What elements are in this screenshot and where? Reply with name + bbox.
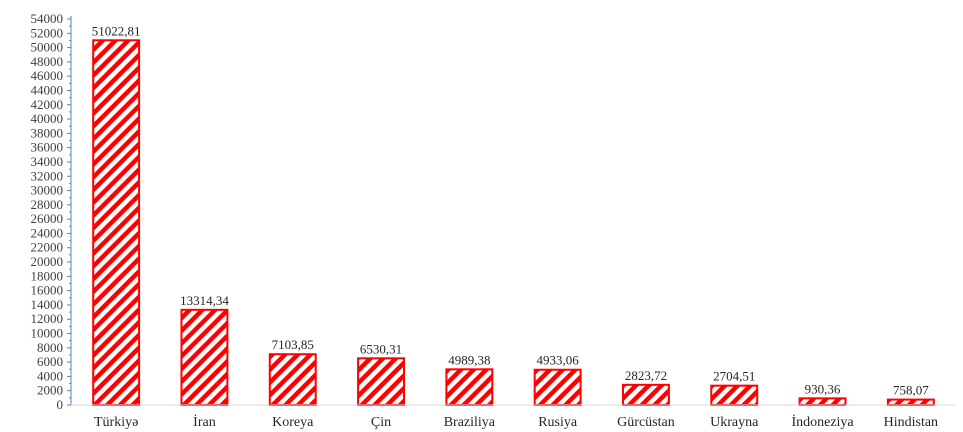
- category-label: İran: [193, 414, 216, 430]
- y-tick-label: 28000: [31, 197, 64, 212]
- category-label: Gürcüstan: [617, 415, 675, 430]
- data-label: 6530,31: [360, 341, 402, 356]
- category-label: Koreya: [272, 415, 314, 430]
- y-tick-label: 16000: [31, 283, 64, 298]
- bar: [798, 397, 847, 406]
- y-tick-label: 4000: [37, 368, 63, 383]
- bar: [268, 353, 317, 407]
- y-tick-label: 6000: [37, 354, 63, 369]
- y-tick-label: 44000: [31, 82, 64, 97]
- category-label: Çin: [371, 415, 391, 430]
- data-label: 758,07: [893, 383, 929, 398]
- category-label: Türkiyə: [94, 415, 138, 430]
- y-tick-label: 40000: [31, 111, 64, 126]
- y-tick-label: 8000: [37, 340, 63, 355]
- y-tick-label: 26000: [31, 211, 64, 226]
- y-tick-label: 20000: [31, 254, 64, 269]
- bar: [886, 398, 935, 407]
- y-tick-label: 30000: [31, 183, 64, 198]
- bar: [180, 308, 229, 406]
- data-label: 13314,34: [180, 293, 229, 308]
- y-tick-label: 38000: [31, 125, 64, 140]
- y-tick-label: 10000: [31, 326, 64, 341]
- y-tick-label: 24000: [31, 225, 64, 240]
- data-label: 2823,72: [625, 368, 667, 383]
- x-axis: Türkiyə İran Koreya Çin Braziliya Rusiya Gürcü…: [71, 404, 955, 430]
- bar: [445, 368, 494, 407]
- y-axis: 0200040006000800010000120001400016000180…: [31, 11, 72, 412]
- y-tick-label: 34000: [31, 154, 64, 169]
- data-label: 930,36: [805, 381, 841, 396]
- bar: [621, 383, 670, 407]
- y-tick-label: 42000: [31, 97, 64, 112]
- y-tick-label: 36000: [31, 140, 64, 155]
- y-tick-label: 12000: [31, 311, 64, 326]
- y-tick-label: 14000: [31, 297, 64, 312]
- y-tick-label: 0: [57, 397, 64, 412]
- category-label: İndoneziya: [791, 414, 854, 430]
- data-label: 2704,51: [713, 369, 755, 384]
- y-tick-label: 32000: [31, 168, 64, 183]
- y-tick-label: 50000: [31, 40, 64, 55]
- y-tick-label: 18000: [31, 268, 64, 283]
- y-tick-label: 52000: [31, 25, 64, 40]
- bar: [710, 384, 759, 406]
- data-label: 4933,06: [537, 353, 580, 368]
- data-label: 51022,81: [92, 23, 141, 38]
- bar: [357, 357, 406, 406]
- category-label: Hindistan: [884, 415, 938, 430]
- bar: [92, 39, 141, 406]
- category-label: Ukrayna: [710, 415, 759, 430]
- bars: 51022,81 13314,34 7103,85 6530,31 4989,38 493…: [92, 23, 935, 407]
- data-label: 4989,38: [448, 352, 490, 367]
- bar: [533, 368, 582, 407]
- category-label: Rusiya: [538, 415, 578, 430]
- y-tick-label: 48000: [31, 54, 64, 69]
- data-label: 7103,85: [272, 337, 314, 352]
- y-tick-label: 54000: [31, 11, 64, 26]
- y-tick-label: 46000: [31, 68, 64, 83]
- y-tick-label: 22000: [31, 240, 64, 255]
- category-label: Braziliya: [444, 415, 496, 430]
- y-tick-label: 2000: [37, 383, 63, 398]
